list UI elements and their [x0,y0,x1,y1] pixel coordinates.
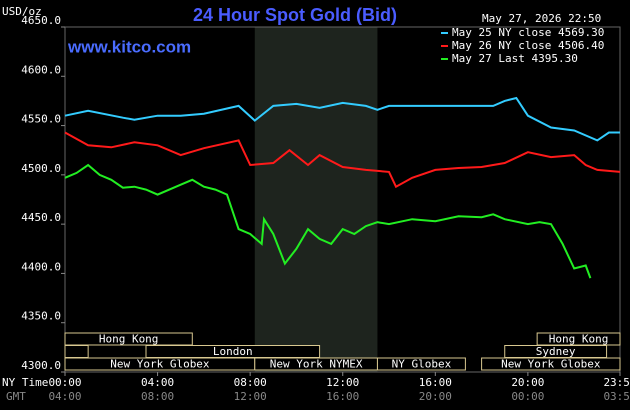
x-tick-label: 20:00 [511,376,544,389]
x2-tick-label: 08:00 [141,390,174,403]
y-tick-label: 4600.0 [21,63,61,76]
session-label: London [213,345,253,358]
session-box [376,357,466,371]
x2-tick-label: 03:59 [603,390,630,403]
session-label: Sydney [536,345,576,358]
session-label: Hong Kong [99,333,159,346]
x-tick-label: 08:00 [234,376,267,389]
x-tick-label: 00:00 [48,376,81,389]
legend-entry: May 25 NY close 4569.30 [452,26,604,39]
legend-entry: May 27 Last 4395.30 [452,52,578,65]
x2-tick-label: 04:00 [48,390,81,403]
session-label: NY Globex [392,358,452,371]
legend-entry: May 26 NY close 4506.40 [452,39,604,52]
x2-tick-label: 12:00 [234,390,267,403]
highlight-range [254,27,378,372]
x2-tick-label: 00:00 [511,390,544,403]
x2-axis-label: GMT [6,390,26,403]
session-box [481,357,621,371]
y-tick-label: 4300.0 [21,359,61,372]
session-label: New York Globex [110,358,210,371]
session-label: New York NYMEX [270,358,363,371]
x-tick-label: 23:59 [603,376,630,389]
y-tick-label: 4400.0 [21,260,61,273]
y-tick-label: 4350.0 [21,310,61,323]
website: www.kitco.com [67,37,191,56]
y-tick-label: 4650.0 [21,14,61,27]
x-tick-label: 04:00 [141,376,174,389]
x2-tick-label: 20:00 [419,390,452,403]
price-line [64,131,621,189]
y-tick-label: 4500.0 [21,162,61,175]
price-line [64,163,592,279]
x2-tick-label: 16:00 [326,390,359,403]
x-tick-label: 12:00 [326,376,359,389]
timestamp: May 27, 2026 22:50 [482,12,601,25]
price-line [64,96,620,142]
y-axis-label: USD/oz [2,5,42,18]
y-tick-label: 4450.0 [21,211,61,224]
session-label: New York Globex [501,358,601,371]
session-box [64,345,89,358]
chart-title: 24 Hour Spot Gold (Bid) [193,5,397,25]
x-tick-label: 16:00 [419,376,452,389]
session-label: Hong Kong [549,333,609,346]
y-tick-label: 4550.0 [21,113,61,126]
x-axis-label: NY Time [2,376,48,389]
session-box [64,332,193,346]
